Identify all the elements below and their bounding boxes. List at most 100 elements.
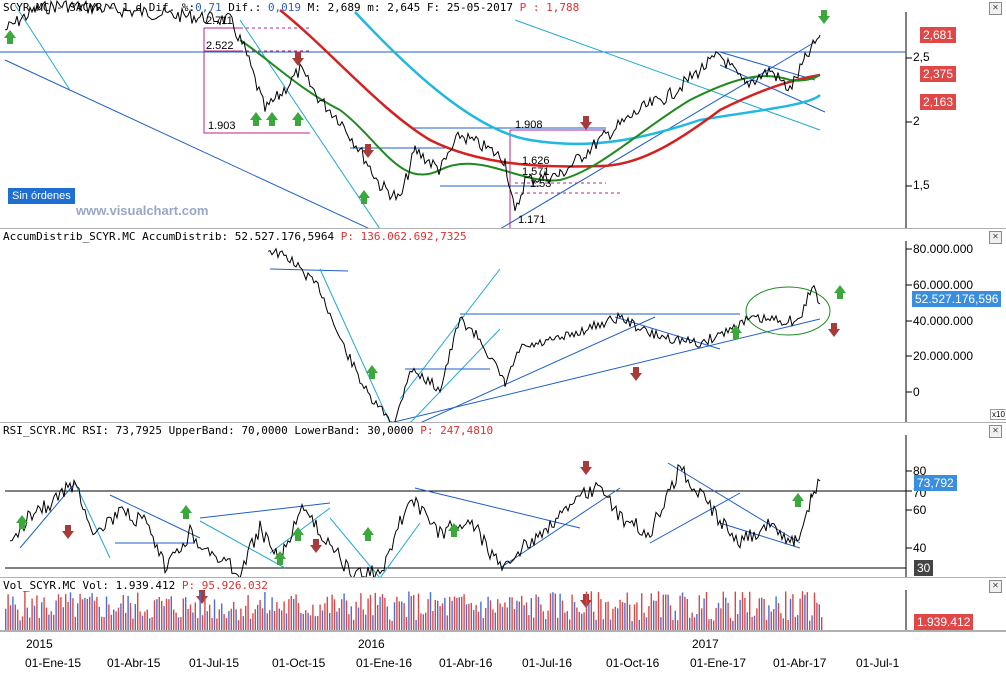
p-value: 1,788 — [546, 1, 580, 14]
close-icon[interactable]: ✕ — [989, 2, 1002, 15]
year-label: 2016 — [358, 637, 385, 651]
volume-bar — [369, 594, 372, 630]
volume-bar — [794, 616, 796, 630]
price-chart[interactable] — [0, 0, 1006, 229]
price-axis-label: 1,5 — [913, 178, 930, 192]
volume-bar — [360, 593, 362, 630]
volume-bar — [91, 593, 93, 630]
date-label: 01-Ene-15 — [25, 656, 82, 670]
vol-p-label: P: — [175, 579, 202, 592]
volume-bar — [648, 606, 650, 630]
accum-chart[interactable] — [0, 229, 1006, 423]
volume-bar — [741, 592, 744, 630]
volume-bar — [329, 613, 331, 630]
volume-bar — [365, 614, 367, 630]
volume-bar — [816, 602, 818, 630]
orders-badge[interactable]: Sin órdenes — [8, 188, 75, 204]
volume-bar — [612, 608, 614, 630]
volume-bar — [62, 607, 64, 630]
volume-bar — [701, 608, 703, 630]
volume-bar — [223, 614, 225, 630]
volume-chart[interactable] — [0, 578, 1006, 631]
volume-bar — [429, 592, 432, 630]
volume-bar — [201, 615, 204, 630]
volume-bar — [734, 591, 736, 630]
year-label: 2017 — [692, 637, 719, 651]
volume-bar — [391, 620, 393, 630]
volume-bar — [581, 613, 583, 630]
volume-bar — [273, 611, 276, 630]
volume-bar — [350, 606, 352, 630]
vol-header: Vol_SCYR.MC Vol: 1.939.412 P: 95.926.032 — [3, 579, 268, 592]
volume-bar — [293, 598, 295, 630]
volume-bar — [660, 617, 662, 630]
volume-bar — [7, 594, 9, 630]
volume-bar — [763, 599, 765, 630]
volume-bar — [17, 609, 19, 630]
vol-value-tag: 1.939.412 — [914, 614, 974, 630]
volume-bar — [737, 614, 739, 630]
volume-bar — [439, 606, 441, 630]
volume-bar — [333, 599, 336, 630]
volume-bar — [417, 593, 420, 630]
volume-bar — [137, 592, 139, 630]
volume-bar — [67, 601, 69, 630]
accum-axis-label: 0 — [913, 385, 920, 399]
volume-panel[interactable]: Vol_SCYR.MC Vol: 1.939.412 P: 95.926.032… — [0, 578, 1006, 631]
volume-bar — [139, 611, 141, 630]
volume-bar — [163, 606, 165, 630]
volume-bar — [669, 605, 672, 630]
date-label: F: — [420, 1, 447, 14]
volume-bar — [410, 596, 412, 630]
volume-bar — [629, 604, 631, 630]
accum-distrib-panel[interactable]: AccumDistrib_SCYR.MC AccumDistrib: 52.52… — [0, 229, 1006, 423]
accum-axis-label: 20.000.000 — [913, 349, 974, 363]
date-label: 01-Ene-16 — [356, 656, 413, 670]
volume-bar — [168, 599, 170, 630]
close-icon[interactable]: ✕ — [989, 580, 1002, 593]
volume-bar — [801, 591, 804, 630]
volume-bar — [518, 601, 520, 630]
volume-bar — [249, 618, 252, 630]
volume-bar — [792, 594, 794, 630]
volume-bar — [475, 605, 477, 630]
volume-bar — [535, 594, 537, 630]
volume-bar — [785, 591, 787, 630]
volume-bar — [761, 597, 763, 630]
level-label-2711: 2.711 — [206, 15, 233, 27]
volume-bar — [441, 603, 444, 630]
volume-bar — [782, 618, 784, 630]
volume-bar — [540, 604, 542, 630]
level-label-1171: 1.171 — [518, 214, 546, 226]
close-icon[interactable]: ✕ — [989, 231, 1002, 244]
price-axis-label: 2 — [913, 114, 920, 128]
volume-bar — [242, 616, 244, 630]
price-panel[interactable]: SCYR.MC - SACYR - 1 d Dif. %:0,71 Dif.: … — [0, 0, 1006, 229]
volume-bar — [122, 595, 124, 630]
rsi-panel[interactable]: RSI_SCYR.MC RSI: 73,7925 UpperBand: 70,0… — [0, 423, 1006, 578]
volume-bar — [374, 592, 376, 630]
volume-bar — [79, 593, 81, 630]
volume-bar — [197, 618, 199, 630]
volume-bar — [715, 607, 717, 630]
volume-bar — [117, 607, 120, 630]
volume-bar — [393, 602, 396, 630]
volume-bar — [324, 603, 326, 630]
volume-bar — [509, 597, 511, 630]
volume-bar — [787, 620, 789, 630]
volume-bar — [240, 608, 242, 630]
vol-value: 1.939.412 — [115, 579, 176, 592]
volume-bar — [103, 617, 105, 630]
volume-bar — [645, 617, 648, 630]
volume-bar — [686, 599, 688, 630]
volume-bar — [341, 599, 343, 630]
accum-axis-label: 80.000.000 — [913, 242, 974, 256]
volume-bar — [470, 602, 472, 630]
rsi-chart[interactable] — [0, 423, 1006, 578]
volume-bar — [89, 596, 91, 630]
volume-bar — [422, 614, 424, 630]
volume-bar — [141, 615, 144, 630]
volume-bar — [276, 602, 278, 630]
dif-value: 0,019 — [267, 1, 302, 14]
close-icon[interactable]: ✕ — [989, 425, 1002, 438]
